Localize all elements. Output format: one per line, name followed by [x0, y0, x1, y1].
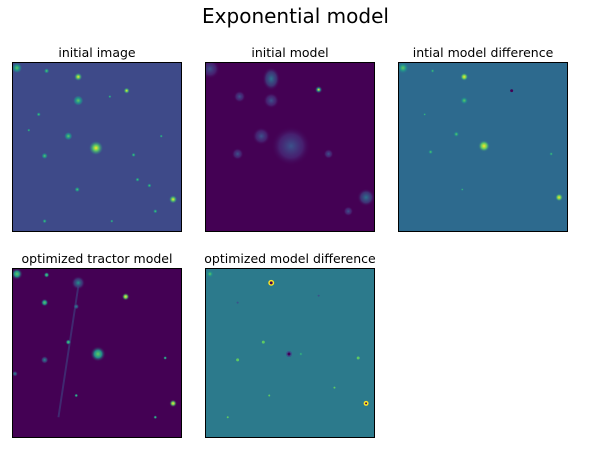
- panel-optimized-model-difference: optimized model difference: [204, 251, 376, 441]
- residuals: [399, 63, 564, 202]
- panel-title: optimized model difference: [204, 251, 376, 266]
- sources: [13, 63, 178, 224]
- optimized-difference-svg: [206, 269, 374, 437]
- figure-title: Exponential model: [202, 4, 389, 28]
- initial-model-svg: [206, 63, 374, 231]
- initial-model-plot: [205, 62, 375, 232]
- initial-difference-svg: [399, 63, 567, 231]
- panel-title: initial image: [58, 45, 136, 60]
- initial-image-svg: [13, 63, 181, 231]
- initial-image-plot: [12, 62, 182, 232]
- optimized-difference-plot: [205, 268, 375, 438]
- panel-title: intial model difference: [412, 45, 554, 60]
- panel-initial-image: initial image: [12, 45, 182, 235]
- panel-title: initial model: [251, 45, 329, 60]
- model-sources: [206, 63, 374, 217]
- initial-difference-plot: [398, 62, 568, 232]
- optimized-sources: [13, 269, 178, 420]
- panel-initial-model-difference: intial model difference: [398, 45, 568, 235]
- optimized-model-plot: [12, 268, 182, 438]
- optimized-model-svg: [13, 269, 181, 437]
- panel-title: optimized tractor model: [21, 251, 173, 266]
- panel-initial-model: initial model: [205, 45, 375, 235]
- panel-optimized-tractor-model: optimized tractor model: [12, 251, 182, 441]
- optimized-residuals: [206, 269, 369, 419]
